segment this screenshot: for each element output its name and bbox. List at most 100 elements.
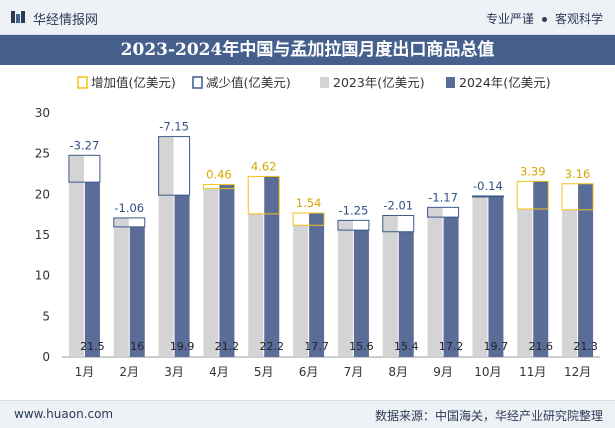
x-tick-label: 7月	[344, 365, 364, 379]
value-label-2024: 16	[130, 340, 144, 353]
legend-swatch-decrease	[192, 76, 203, 89]
bar-2023	[562, 209, 578, 357]
title-bar: 2023-2024年中国与孟加拉国月度出口商品总值	[0, 35, 615, 65]
bar-2023	[203, 188, 219, 357]
legend-label: 减少值(亿美元)	[206, 75, 291, 90]
bar-2024	[84, 182, 100, 357]
value-label-2024: 15.4	[394, 340, 419, 353]
y-tick-label: 20	[35, 187, 50, 201]
x-tick-label: 3月	[164, 365, 184, 379]
x-tick-label: 1月	[75, 365, 95, 379]
value-label-2024: 21.2	[215, 340, 240, 353]
bar-2023	[382, 215, 398, 357]
legend-label: 2024年(亿美元)	[459, 75, 551, 90]
bar-2024	[219, 184, 235, 357]
bar-2023	[68, 155, 84, 357]
y-tick-label: 30	[35, 106, 50, 120]
bar-2023	[158, 136, 174, 357]
x-tick-label: 8月	[388, 365, 408, 379]
bar-2023	[427, 207, 443, 357]
value-label-2024: 21.3	[573, 340, 598, 353]
footer-bar: www.huaon.com 数据来源：中国海关，华经产业研究院整理	[0, 400, 615, 428]
value-label-2024: 17.7	[304, 340, 329, 353]
y-tick-label: 25	[35, 147, 50, 161]
decrease-bracket	[427, 206, 460, 218]
decrease-bracket	[68, 154, 101, 183]
data-source: 数据来源：中国海关，华经产业研究院整理	[374, 409, 603, 423]
bar-2023	[113, 217, 129, 357]
y-tick-label: 0	[42, 350, 50, 364]
diff-label: -1.25	[339, 203, 369, 217]
top-bar: 华经情报网 专业严谨 客观科学	[0, 0, 615, 35]
y-tick-label: 15	[35, 228, 50, 242]
x-tick-label: 6月	[299, 365, 319, 379]
increase-bracket	[561, 183, 594, 211]
value-label-2024: 22.2	[260, 340, 285, 353]
decrease-bracket	[382, 214, 415, 233]
y-tick-label: 10	[35, 269, 50, 283]
bar-2023	[293, 225, 309, 357]
diff-label: -1.17	[428, 190, 458, 204]
diff-label: -2.01	[383, 198, 413, 212]
slogan-dot	[541, 17, 547, 22]
bar-2023	[337, 220, 353, 357]
x-tick-label: 5月	[254, 365, 274, 379]
diff-label: 3.16	[565, 167, 591, 181]
footer-url[interactable]: www.huaon.com	[14, 407, 114, 421]
x-tick-label: 2月	[119, 365, 139, 379]
huajing-logo-icon	[11, 11, 25, 23]
bar-2023	[248, 213, 264, 357]
value-label-2024: 19.9	[170, 340, 195, 353]
decrease-bracket	[113, 217, 146, 228]
bar-2024	[533, 181, 549, 357]
diff-label: 1.54	[296, 196, 322, 210]
decrease-bracket	[158, 136, 191, 196]
increase-bracket	[292, 212, 325, 226]
legend-swatch-increase	[77, 76, 88, 89]
value-label-2024: 15.6	[349, 340, 374, 353]
site-name: 华经情报网	[33, 13, 99, 28]
diff-label: -7.15	[159, 120, 189, 134]
increase-bracket	[202, 184, 235, 190]
bar-2024	[578, 183, 594, 357]
x-tick-label: 4月	[209, 365, 229, 379]
decrease-bracket	[337, 219, 370, 231]
increase-bracket	[247, 175, 280, 215]
bar-2024	[174, 195, 190, 357]
bar-2023	[517, 208, 533, 357]
decrease-bracket	[471, 195, 504, 198]
bar-2024	[264, 176, 280, 357]
diff-label: -1.06	[114, 201, 144, 215]
legend-swatch-2023	[320, 77, 329, 88]
diff-label: -0.14	[473, 179, 503, 193]
bar-2024	[129, 226, 145, 357]
bar-2024	[398, 231, 414, 357]
bar-2024	[353, 230, 369, 357]
x-tick-label: 12月	[564, 365, 591, 379]
legend-label: 2023年(亿美元)	[333, 75, 425, 90]
diff-label: 0.46	[206, 168, 232, 182]
diff-label: 3.39	[520, 164, 546, 178]
value-label-2024: 21.5	[80, 340, 105, 353]
x-tick-label: 11月	[519, 365, 546, 379]
bar-2024	[488, 196, 504, 357]
increase-bracket	[516, 180, 549, 210]
legend-label: 增加值(亿美元)	[91, 75, 176, 90]
diff-label: 4.62	[251, 159, 277, 173]
value-label-2024: 17.2	[439, 340, 464, 353]
diff-label: -3.27	[70, 138, 100, 152]
slogan-left: 专业严谨	[485, 12, 534, 26]
bar-chart: 增加值(亿美元) 减少值(亿美元) 2023年(亿美元) 2024年(亿美元) 0 5 10…	[35, 75, 600, 379]
bar-2024	[443, 217, 459, 357]
x-tick-label: 9月	[433, 365, 453, 379]
legend-swatch-2024	[446, 77, 455, 88]
slogan: 专业严谨 客观科学	[486, 10, 603, 27]
bar-2023	[472, 195, 488, 357]
y-tick-label: 5	[42, 309, 50, 323]
x-tick-label: 10月	[474, 365, 501, 379]
bar-2024	[309, 213, 325, 357]
value-label-2024: 21.6	[529, 340, 554, 353]
slogan-right: 客观科学	[554, 12, 603, 26]
value-label-2024: 19.7	[484, 340, 509, 353]
chart-title: 2023-2024年中国与孟加拉国月度出口商品总值	[120, 40, 495, 60]
